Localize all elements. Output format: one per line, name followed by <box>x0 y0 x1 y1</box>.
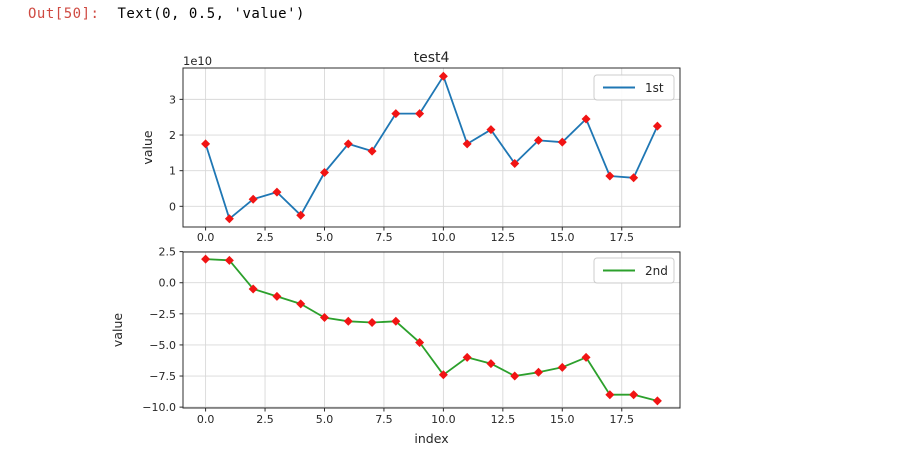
data-point-marker <box>296 210 306 220</box>
y-tick-label: −7.5 <box>149 370 176 383</box>
x-tick-label: 7.5 <box>375 413 393 426</box>
data-point-marker <box>367 318 377 328</box>
data-point-marker <box>319 167 329 177</box>
y-tick-label: −10.0 <box>142 401 176 414</box>
x-tick-label: 2.5 <box>256 231 274 244</box>
x-tick-label: 7.5 <box>375 231 393 244</box>
axes-spines <box>182 251 681 409</box>
series-line-1st <box>204 75 659 220</box>
y-tick-label: 2.5 <box>159 246 177 259</box>
y-tick-label: −5.0 <box>149 339 176 352</box>
data-point-marker <box>652 121 662 131</box>
data-point-marker <box>605 171 615 181</box>
data-point-marker <box>557 137 567 147</box>
x-tick-label: 12.5 <box>491 231 516 244</box>
data-point-marker <box>486 359 496 369</box>
data-point-marker <box>486 125 496 135</box>
x-tick-label: 2.5 <box>256 413 274 426</box>
x-tick-label: 5.0 <box>316 231 334 244</box>
data-point-marker <box>391 109 401 119</box>
y-axis-label: value <box>110 313 125 347</box>
y-tick-label: −2.5 <box>149 308 176 321</box>
series-line-2nd <box>205 258 658 402</box>
y-tick-label: 1 <box>169 165 176 178</box>
data-point-marker <box>652 396 662 406</box>
legend-label: 1st <box>645 81 664 95</box>
data-point-marker <box>248 194 258 204</box>
data-point-marker <box>534 367 544 377</box>
data-point-marker <box>343 316 353 326</box>
data-point-marker <box>248 284 258 294</box>
x-tick-label: 0.0 <box>197 413 215 426</box>
data-point-marker <box>367 146 377 156</box>
data-point-marker <box>201 139 211 149</box>
y-tick-label: 3 <box>169 93 176 106</box>
y-tick-label: 0.0 <box>159 277 177 290</box>
data-point-marker <box>391 316 401 326</box>
x-axis-label: index <box>414 431 448 446</box>
data-point-marker <box>438 370 448 380</box>
data-point-marker <box>415 109 425 119</box>
data-point-marker <box>272 291 282 301</box>
x-tick-label: 12.5 <box>491 413 516 426</box>
data-point-marker <box>224 255 234 265</box>
data-point-marker <box>343 139 353 149</box>
data-point-marker <box>605 390 615 400</box>
data-point-marker <box>201 254 211 264</box>
data-point-marker <box>557 362 567 372</box>
x-tick-label: 5.0 <box>316 413 334 426</box>
data-point-marker <box>415 337 425 347</box>
y-axis-label: value <box>140 130 155 164</box>
y-tick-label: 0 <box>169 200 176 213</box>
data-point-marker <box>296 299 306 309</box>
data-point-marker <box>629 173 639 183</box>
x-tick-label: 17.5 <box>609 413 634 426</box>
data-point-marker <box>510 159 520 169</box>
y-axis-offset-text: 1e10 <box>183 54 212 68</box>
data-point-marker <box>510 371 520 381</box>
data-point-marker <box>224 214 234 224</box>
out-prompt: Out[50]: <box>28 6 100 22</box>
data-point-marker <box>534 135 544 145</box>
data-point-marker <box>438 71 448 81</box>
x-tick-label: 0.0 <box>197 231 215 244</box>
x-tick-label: 10.0 <box>431 413 456 426</box>
x-tick-label: 15.0 <box>550 231 575 244</box>
y-tick-label: 2 <box>169 129 176 142</box>
data-point-marker <box>581 114 591 124</box>
out-line: Out[50]: Text(0, 0.5, 'value') <box>28 6 305 22</box>
x-tick-label: 17.5 <box>609 231 634 244</box>
x-tick-label: 10.0 <box>431 231 456 244</box>
data-point-marker <box>462 352 472 362</box>
chart-test4-line-plot: 0.0 2.5 5.0 7.5 10.0 12.5 15.0 17.5 0 1 2 3 test4 1e1… <box>140 50 681 244</box>
out-text: Text(0, 0.5, 'value') <box>117 6 305 22</box>
legend-label: 2nd <box>645 264 668 278</box>
x-tick-label: 15.0 <box>550 413 575 426</box>
data-point-marker <box>272 187 282 197</box>
data-point-marker <box>629 390 639 400</box>
axes-spines <box>182 67 681 228</box>
chart-title: test4 <box>414 50 450 66</box>
data-point-marker <box>319 313 329 323</box>
data-point-marker <box>462 139 472 149</box>
chart-index-line-plot: 0.0 2.5 5.0 7.5 10.0 12.5 15.0 17.5 2.5 0.0 −2.5 −5… <box>110 246 681 446</box>
data-point-marker <box>581 352 591 362</box>
